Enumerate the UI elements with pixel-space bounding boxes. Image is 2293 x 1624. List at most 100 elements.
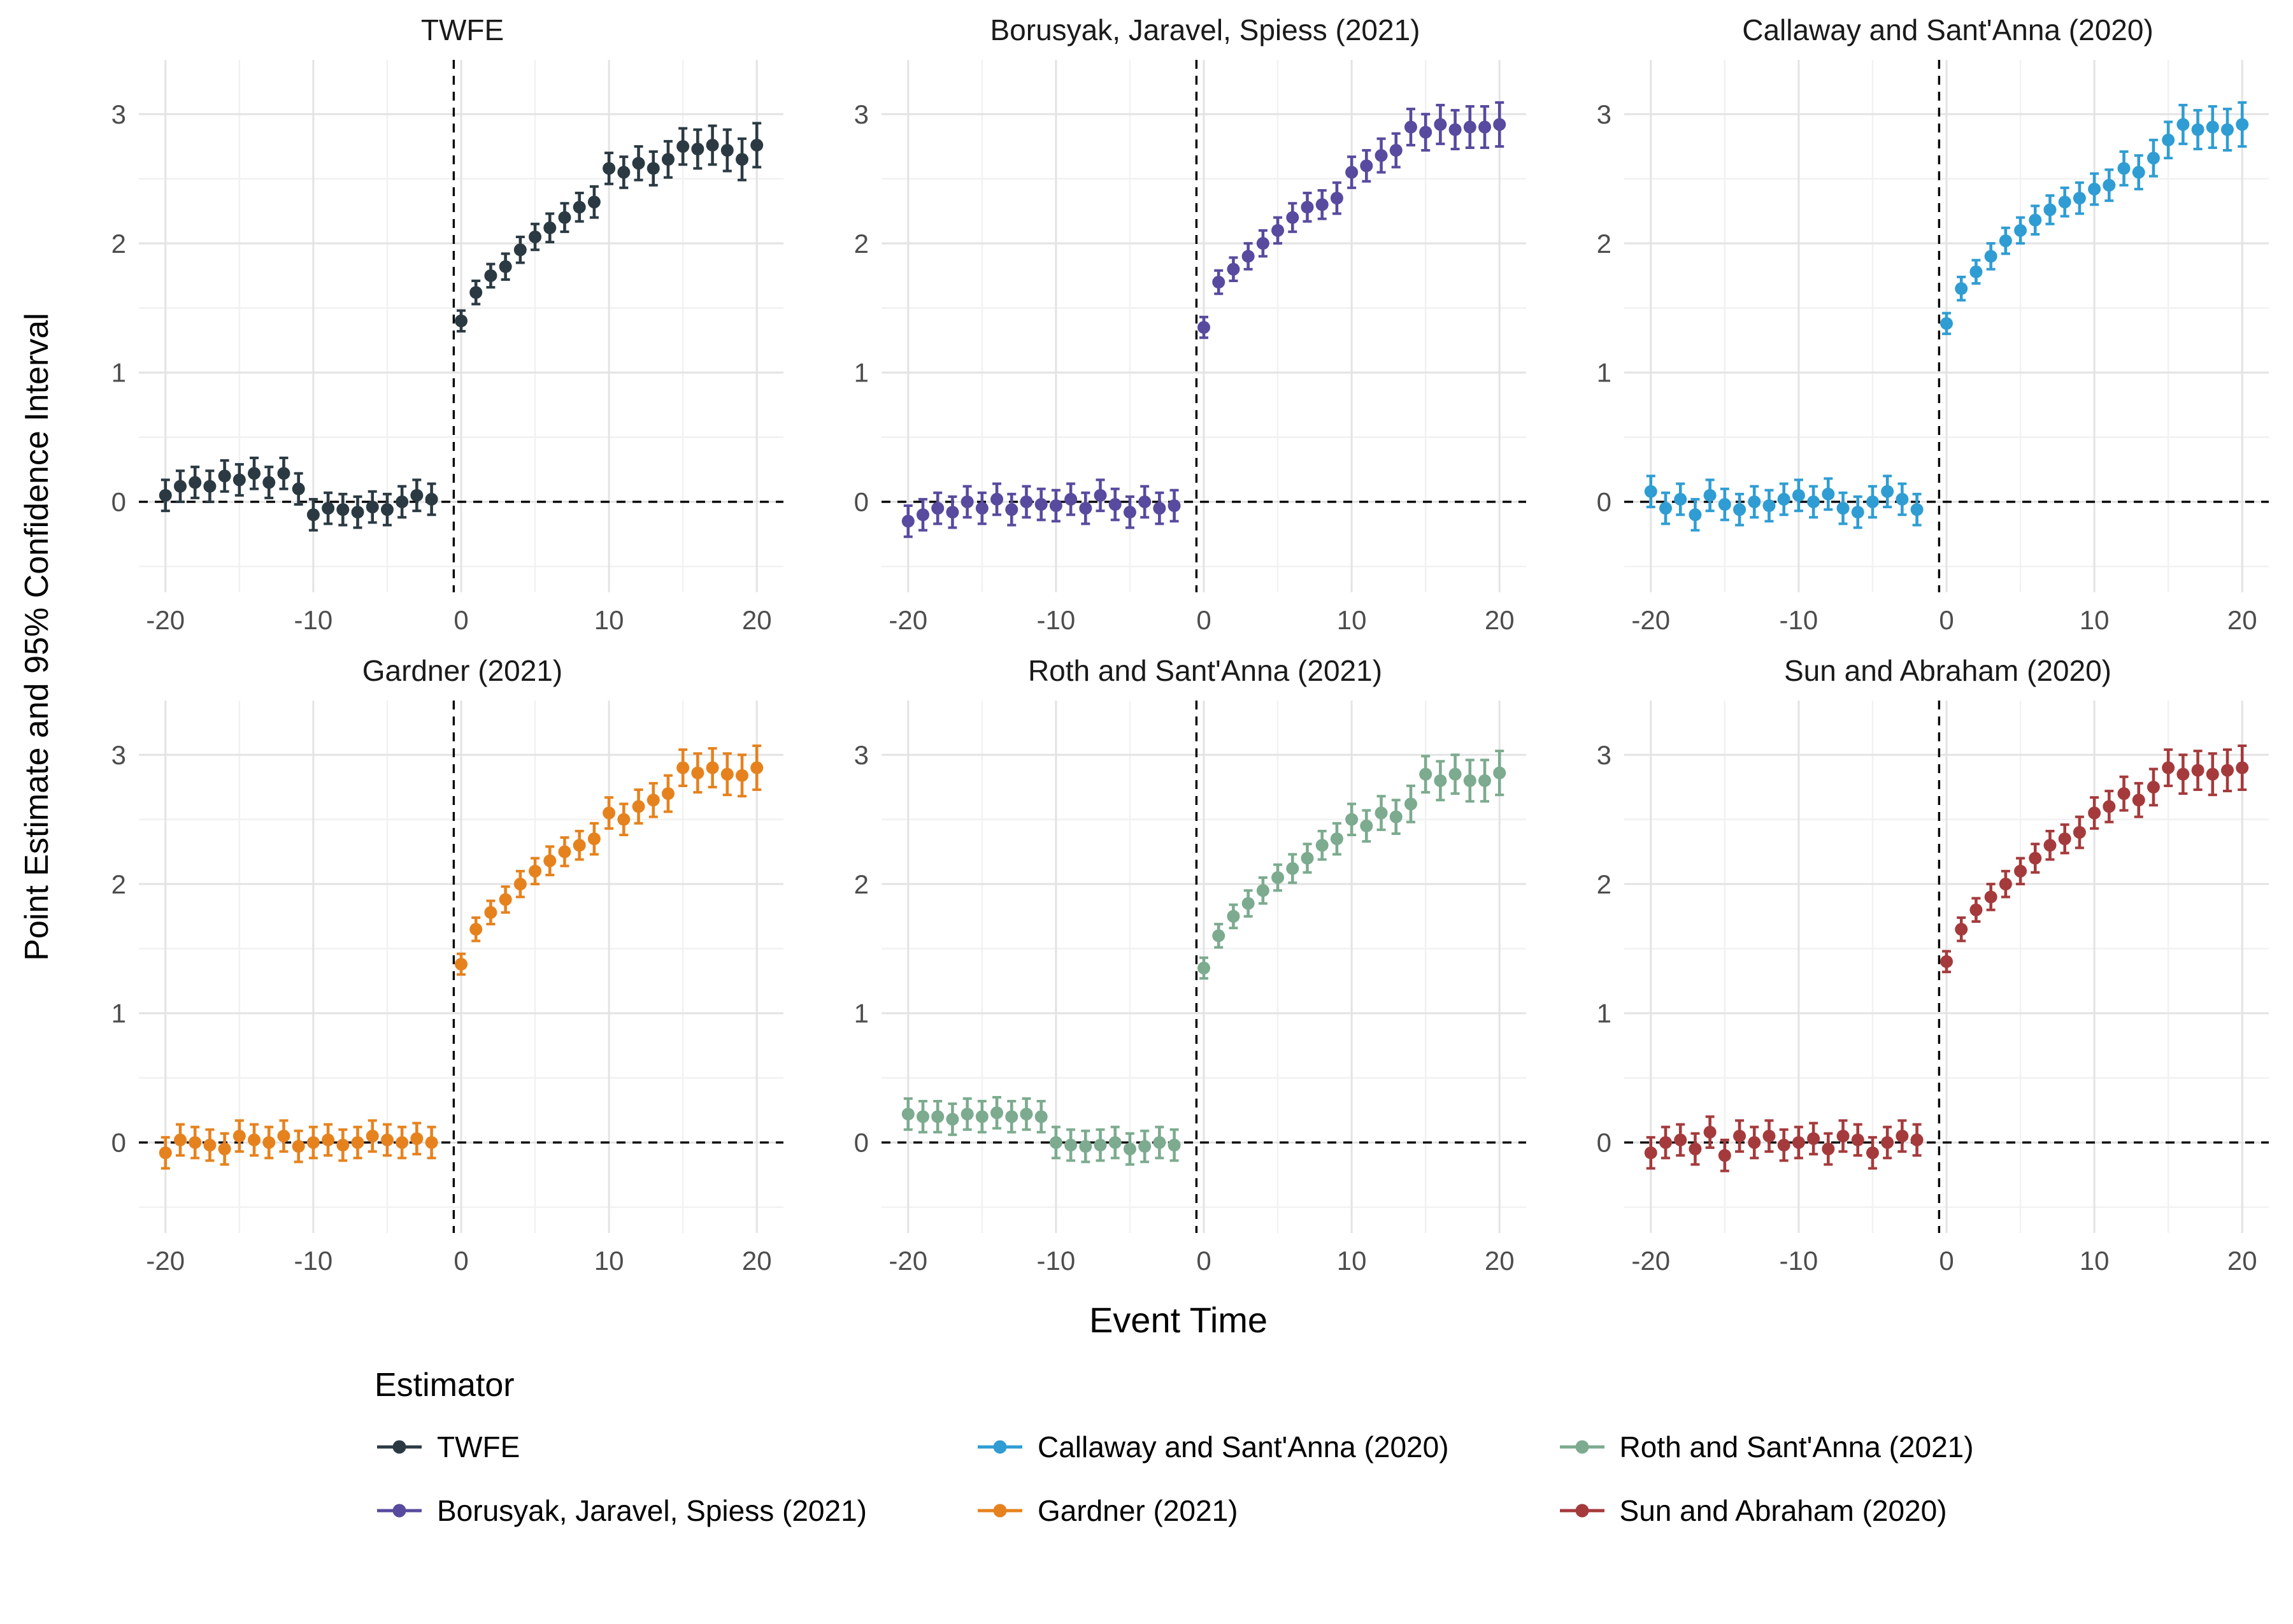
chart-gardner-2021: 0 1 2 3 -20 -10 0 10 20 [111,701,783,1276]
svg-text:0: 0 [454,1246,468,1276]
legend-title: Estimator [375,1367,515,1404]
legend-entries: TWFE Borusyak, Jaravel, Spiess (2021) Call… [375,1430,1974,1528]
axis-tick-labels: 0 1 2 3 -20 -10 0 10 20 [1597,740,2257,1276]
panel-grid: TWFE 0 1 2 3 -20 -10 0 10 20 Borusyak, Jaravel, Sp… [75,9,2279,1284]
svg-text:10: 10 [1337,1246,1367,1276]
legend-entry-twfe: TWFE [375,1430,867,1464]
svg-text:-20: -20 [146,1246,185,1276]
svg-text:1: 1 [111,999,126,1029]
svg-text:-10: -10 [1037,1246,1076,1276]
svg-text:3: 3 [1597,99,1611,129]
svg-text:0: 0 [854,1128,869,1158]
svg-text:0: 0 [1196,1246,1211,1276]
legend-entry-borusyak-jaravel-spiess-2021: Borusyak, Jaravel, Spiess (2021) [375,1493,867,1528]
legend-entry-sun-and-abraham-2020: Sun and Abraham (2020) [1557,1493,1974,1528]
panel-roth-and-sant-anna-2021: Roth and Sant'Anna (2021) 0 1 2 3 -20 -10 0 10 20 [818,650,1538,1284]
svg-text:-10: -10 [1780,1246,1818,1276]
legend-entry-callaway-and-sant-anna-2020: Callaway and Sant'Anna (2020) [975,1430,1449,1464]
legend-entry-label: Gardner (2021) [1037,1494,1238,1527]
svg-text:-20: -20 [1631,1246,1670,1276]
svg-text:-20: -20 [889,1246,927,1276]
svg-text:2: 2 [111,869,126,899]
svg-text:-10: -10 [1037,605,1076,635]
svg-text:1: 1 [111,358,126,388]
axis-tick-labels: 0 1 2 3 -20 -10 0 10 20 [111,99,772,635]
svg-text:20: 20 [2227,1246,2257,1276]
chart-borusyak-jaravel-spiess-2021: 0 1 2 3 -20 -10 0 10 20 [854,60,1526,635]
legend-entry-gardner-2021: Gardner (2021) [975,1493,1449,1528]
legend-entry-label: Callaway and Sant'Anna (2020) [1037,1430,1449,1464]
svg-text:20: 20 [2227,605,2257,635]
pointrange-key-icon [977,1440,1022,1454]
legend-entry-label: TWFE [437,1430,520,1464]
svg-text:0: 0 [1939,1246,1954,1276]
svg-text:0: 0 [111,487,126,517]
svg-text:20: 20 [1485,1246,1515,1276]
svg-text:10: 10 [594,605,624,635]
svg-text:3: 3 [111,740,126,770]
svg-text:3: 3 [854,99,869,129]
panel-borusyak-jaravel-spiess-2021: Borusyak, Jaravel, Spiess (2021) 0 1 2 3 -20 -… [818,9,1538,643]
svg-text:1: 1 [854,358,869,388]
pointrange-series [1644,101,2249,532]
pointrange-key-icon [377,1440,422,1454]
svg-text:2: 2 [111,229,126,259]
facet-title: Callaway and Sant'Anna (2020) [1742,13,2154,46]
svg-text:10: 10 [594,1246,624,1276]
pointrange-key-icon [1559,1504,1604,1518]
svg-text:20: 20 [742,605,772,635]
svg-text:-20: -20 [1631,605,1670,635]
svg-text:-10: -10 [1780,605,1818,635]
axis-tick-labels: 0 1 2 3 -20 -10 0 10 20 [111,740,772,1276]
facet-title: Gardner (2021) [362,654,563,687]
svg-text:10: 10 [2080,605,2110,635]
legend-entry-label: Sun and Abraham (2020) [1619,1494,1947,1527]
chart-twfe: 0 1 2 3 -20 -10 0 10 20 [111,60,783,635]
svg-text:-10: -10 [294,605,333,635]
svg-text:0: 0 [1597,487,1611,517]
svg-text:1: 1 [854,999,869,1029]
legend-entry-label: Roth and Sant'Anna (2021) [1619,1430,1974,1464]
panel-gardner-2021: Gardner (2021) 0 1 2 3 -20 -10 0 10 20 [75,650,795,1284]
legend: Estimator TWFE Borusyak, Jaravel, Spiess … [375,1366,1974,1528]
chart-roth-and-sant-anna-2021: 0 1 2 3 -20 -10 0 10 20 [854,701,1526,1276]
axis-tick-labels: 0 1 2 3 -20 -10 0 10 20 [854,99,1515,635]
svg-text:0: 0 [111,1128,126,1158]
facet-title: Sun and Abraham (2020) [1783,654,2112,687]
pointrange-key-icon [1559,1440,1604,1454]
svg-text:2: 2 [854,229,869,259]
svg-text:0: 0 [854,487,869,517]
facet-title: Borusyak, Jaravel, Spiess (2021) [990,13,1420,46]
svg-text:20: 20 [742,1246,772,1276]
svg-text:2: 2 [854,869,869,899]
panel-twfe: TWFE 0 1 2 3 -20 -10 0 10 20 [75,9,795,643]
svg-text:3: 3 [1597,740,1611,770]
pointrange-series [1644,744,2249,1172]
svg-text:2: 2 [1597,869,1611,899]
svg-text:20: 20 [1485,605,1515,635]
axis-tick-labels: 0 1 2 3 -20 -10 0 10 20 [1597,99,2257,635]
svg-text:10: 10 [1337,605,1367,635]
svg-text:0: 0 [454,605,468,635]
chart-callaway-and-sant-anna-2020: 0 1 2 3 -20 -10 0 10 20 [1597,60,2269,635]
pointrange-series [901,750,1506,1166]
pointrange-key-icon [377,1504,422,1518]
legend-entry-label: Borusyak, Jaravel, Spiess (2021) [437,1494,867,1527]
svg-text:0: 0 [1196,605,1211,635]
axis-tick-labels: 0 1 2 3 -20 -10 0 10 20 [854,740,1515,1276]
panel-sun-and-abraham-2020: Sun and Abraham (2020) 0 1 2 3 -20 -10 0 10 20 [1561,650,2280,1284]
y-axis-title: Point Estimate and 95% Confidence Interv… [18,313,55,961]
svg-text:-20: -20 [146,605,185,635]
chart-sun-and-abraham-2020: 0 1 2 3 -20 -10 0 10 20 [1597,701,2269,1276]
x-axis-title: Event Time [1089,1300,1268,1340]
pointrange-series [159,744,764,1170]
svg-text:10: 10 [2080,1246,2110,1276]
svg-text:-10: -10 [294,1246,333,1276]
svg-text:2: 2 [1597,229,1611,259]
svg-text:0: 0 [1597,1128,1611,1158]
pointrange-key-icon [977,1504,1022,1518]
facet-title: TWFE [420,13,504,46]
svg-text:1: 1 [1597,358,1611,388]
pointrange-series [901,101,1506,538]
